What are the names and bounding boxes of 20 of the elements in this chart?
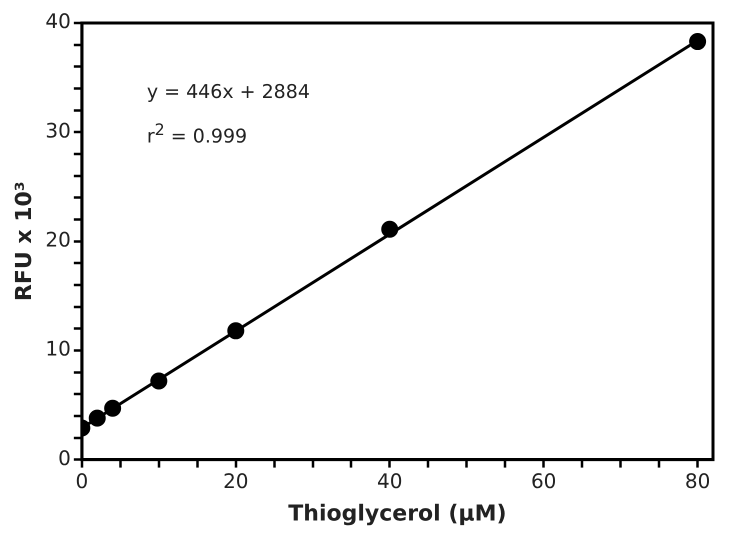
point — [689, 33, 706, 50]
point — [88, 410, 106, 427]
point — [150, 372, 168, 390]
x-tick-label: 0 — [75, 468, 88, 493]
y-tick-label: 20 — [45, 228, 71, 252]
point — [104, 400, 122, 417]
y-tick-label: 40 — [45, 9, 71, 34]
y-tick-label: 0 — [58, 446, 71, 470]
x-axis-title: Thioglycerol (µM) — [288, 502, 507, 527]
x-tick-label: 60 — [530, 468, 556, 493]
y-tick-label: 30 — [45, 118, 71, 142]
point — [227, 322, 244, 340]
y-axis-title: RFU x 10³ — [12, 182, 37, 302]
x-tick-label: 20 — [223, 468, 249, 493]
annotation: y = 446x + 2884 — [146, 80, 310, 105]
y-tick-label: 10 — [45, 336, 71, 361]
x-tick-label: 40 — [377, 468, 402, 493]
point — [381, 220, 398, 238]
x-tick-label: 80 — [684, 468, 710, 493]
annotation: r$^{2}$ = 0.999 — [146, 119, 248, 150]
